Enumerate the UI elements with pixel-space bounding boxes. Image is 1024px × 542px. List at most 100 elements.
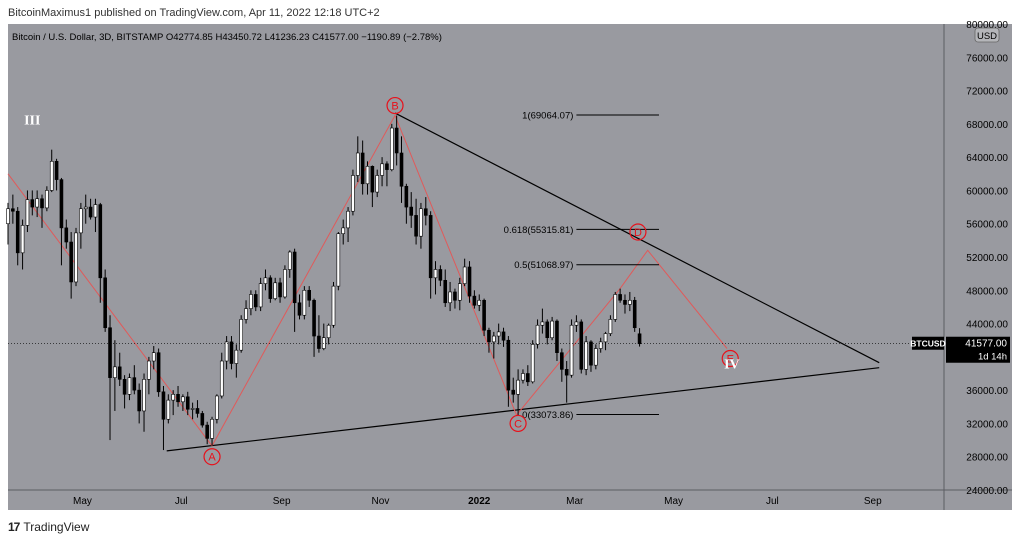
candle[interactable] (598, 337, 603, 353)
candle[interactable] (579, 319, 584, 374)
candle[interactable] (302, 286, 307, 320)
candle[interactable] (589, 340, 593, 372)
candle[interactable] (423, 197, 428, 226)
candle[interactable] (535, 319, 540, 349)
candle[interactable] (297, 294, 302, 320)
candle[interactable] (215, 394, 219, 424)
candle[interactable] (419, 202, 423, 249)
candle[interactable] (142, 373, 146, 432)
candle[interactable] (210, 416, 214, 446)
last-price-tag[interactable]: BTCUSD 41577.00 1d 14h (910, 336, 1010, 363)
candle[interactable] (195, 400, 200, 418)
candle[interactable] (132, 365, 137, 395)
candle[interactable] (550, 316, 554, 341)
candle[interactable] (472, 290, 477, 309)
candle[interactable] (45, 186, 49, 212)
candle[interactable] (545, 319, 550, 345)
candle[interactable] (341, 219, 346, 245)
candle[interactable] (258, 277, 263, 312)
candle[interactable] (560, 348, 564, 382)
candle[interactable] (20, 219, 25, 270)
candle[interactable] (467, 261, 472, 303)
candle[interactable] (351, 169, 355, 216)
candle[interactable] (521, 369, 525, 384)
candle[interactable] (35, 190, 39, 218)
candle[interactable] (628, 291, 632, 312)
triangle-lower-line[interactable] (166, 367, 880, 452)
candle[interactable] (370, 165, 375, 208)
candle[interactable] (326, 323, 331, 345)
candle[interactable] (273, 277, 277, 301)
candle[interactable] (224, 336, 229, 370)
candle[interactable] (389, 123, 394, 172)
candle[interactable] (516, 369, 520, 416)
candle[interactable] (618, 288, 622, 303)
candle[interactable] (113, 340, 117, 411)
candle[interactable] (200, 410, 205, 428)
candle[interactable] (433, 261, 438, 295)
candle[interactable] (103, 269, 107, 332)
candle[interactable] (83, 194, 88, 224)
candle[interactable] (229, 336, 234, 370)
wave-label-a[interactable]: A (203, 448, 221, 466)
candle[interactable] (540, 308, 545, 334)
candle[interactable] (151, 346, 156, 370)
candle[interactable] (156, 348, 161, 397)
candle[interactable] (287, 250, 292, 278)
candle[interactable] (394, 115, 399, 166)
candle[interactable] (176, 385, 180, 407)
candle[interactable] (137, 383, 141, 424)
candle[interactable] (239, 315, 243, 353)
candle[interactable] (263, 269, 268, 291)
candle[interactable] (409, 192, 414, 228)
wave-label-b[interactable]: B (386, 96, 404, 115)
candle[interactable] (181, 394, 185, 411)
candle[interactable] (253, 290, 258, 312)
candle[interactable] (365, 161, 370, 195)
plot-area[interactable] (8, 24, 944, 490)
candle[interactable] (74, 227, 78, 287)
candle[interactable] (108, 315, 112, 441)
candle[interactable] (147, 356, 151, 395)
candle[interactable] (462, 258, 467, 287)
candle[interactable] (64, 219, 69, 249)
candle[interactable] (477, 294, 482, 312)
candle[interactable] (161, 385, 166, 451)
candle[interactable] (428, 211, 433, 299)
candle[interactable] (98, 202, 103, 303)
candle[interactable] (569, 319, 574, 378)
candle[interactable] (574, 315, 579, 332)
wave-label-d[interactable]: D (629, 223, 647, 241)
wave-label-c[interactable]: C (509, 414, 527, 433)
candle[interactable] (54, 158, 59, 191)
candle[interactable] (399, 136, 404, 203)
candle[interactable] (375, 169, 380, 198)
candle[interactable] (122, 375, 127, 409)
candle[interactable] (127, 373, 132, 401)
price-axis-area[interactable] (944, 24, 1012, 490)
candle[interactable] (511, 377, 516, 403)
candle[interactable] (278, 277, 282, 303)
candle[interactable] (283, 265, 287, 299)
candle[interactable] (603, 331, 608, 351)
candle[interactable] (205, 421, 209, 445)
candle[interactable] (380, 157, 384, 187)
candle[interactable] (15, 207, 20, 266)
candle[interactable] (346, 207, 350, 243)
candle[interactable] (443, 269, 448, 307)
candle[interactable] (166, 394, 171, 424)
candle[interactable] (171, 390, 175, 416)
candle[interactable] (385, 161, 389, 187)
candle[interactable] (25, 190, 30, 233)
candle[interactable] (11, 194, 15, 224)
candle[interactable] (234, 344, 239, 378)
candle[interactable] (613, 291, 618, 322)
candle[interactable] (40, 194, 44, 228)
candle[interactable] (482, 298, 486, 337)
candle[interactable] (492, 331, 496, 359)
candle[interactable] (117, 352, 122, 386)
candle[interactable] (564, 361, 569, 403)
candle[interactable] (79, 202, 83, 249)
candle[interactable] (185, 391, 190, 416)
